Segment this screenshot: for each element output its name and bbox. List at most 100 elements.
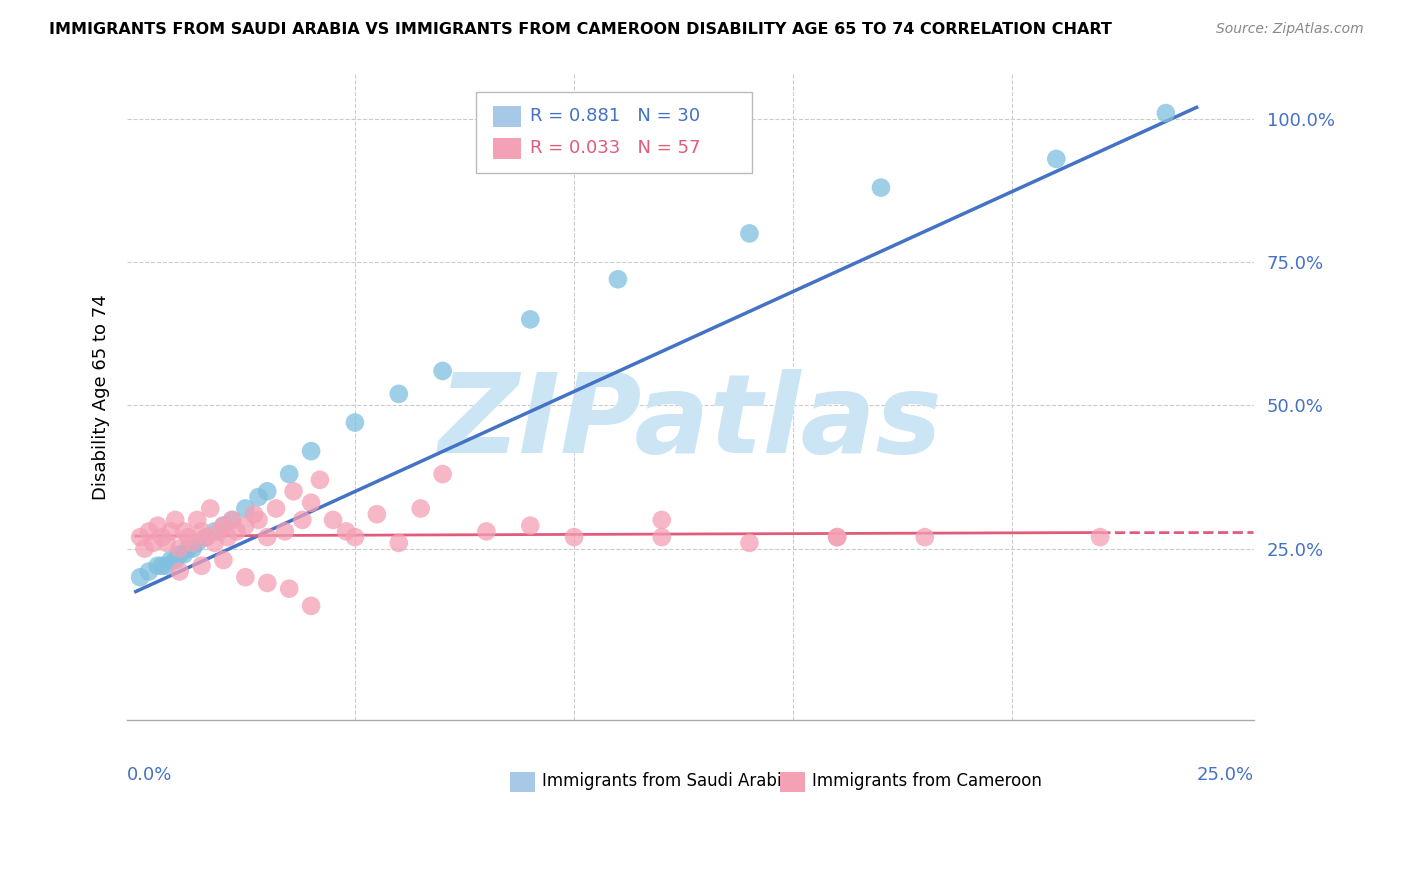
Point [738,536,761,550]
Point [146,558,169,573]
Point [208,524,231,539]
Point [194,530,217,544]
Point [155,536,177,550]
Text: R = 0.033   N = 57: R = 0.033 N = 57 [530,139,700,157]
Point [225,524,247,539]
Point [155,558,177,573]
Point [177,541,200,556]
Point [129,530,152,544]
Point [299,496,322,510]
Point [256,576,278,591]
Point [150,530,173,544]
Point [186,513,208,527]
Point [278,467,301,481]
Point [322,513,344,527]
Point [519,312,541,326]
Point [914,530,936,544]
Point [432,364,454,378]
Point [432,467,454,481]
Point [274,524,297,539]
Point [190,558,212,573]
Point [247,490,270,504]
Point [825,530,848,544]
FancyBboxPatch shape [510,772,534,792]
Text: Immigrants from Cameroon: Immigrants from Cameroon [811,772,1042,789]
Point [169,547,191,561]
Point [1088,530,1111,544]
Point [235,501,257,516]
FancyBboxPatch shape [780,772,806,792]
Point [388,387,411,401]
Point [309,473,332,487]
Point [212,518,235,533]
Point [299,599,322,613]
Point [181,541,204,556]
Point [212,518,235,533]
Point [150,558,173,573]
Point [173,524,195,539]
FancyBboxPatch shape [494,138,522,159]
Point [291,513,314,527]
Point [221,513,243,527]
Point [190,524,212,539]
Point [181,536,204,550]
Point [870,180,893,194]
Point [177,530,200,544]
Point [475,524,498,539]
Point [264,501,287,516]
Point [299,444,322,458]
Point [1154,106,1177,120]
Point [138,524,160,539]
Point [519,518,541,533]
Point [651,530,673,544]
FancyBboxPatch shape [477,93,752,173]
Point [212,553,235,567]
Point [1045,152,1067,166]
FancyBboxPatch shape [494,106,522,127]
Point [247,513,270,527]
Point [173,547,195,561]
Point [278,582,301,596]
Point [165,553,187,567]
Point [825,530,848,544]
Point [160,553,183,567]
Point [186,536,208,550]
Point [256,530,278,544]
Text: Source: ZipAtlas.com: Source: ZipAtlas.com [1216,22,1364,37]
Point [343,416,366,430]
Text: 25.0%: 25.0% [1197,766,1254,784]
Point [388,536,411,550]
Point [194,530,217,544]
Point [129,570,152,584]
Point [738,227,761,241]
Point [142,536,165,550]
Text: IMMIGRANTS FROM SAUDI ARABIA VS IMMIGRANTS FROM CAMEROON DISABILITY AGE 65 TO 74: IMMIGRANTS FROM SAUDI ARABIA VS IMMIGRAN… [49,22,1112,37]
Point [204,536,226,550]
Point [169,541,191,556]
Point [243,507,266,521]
Point [366,507,388,521]
Text: R = 0.881   N = 30: R = 0.881 N = 30 [530,107,700,125]
Point [200,501,222,516]
Point [235,518,257,533]
Point [221,513,243,527]
Text: Immigrants from Saudi Arabia: Immigrants from Saudi Arabia [541,772,792,789]
Point [607,272,630,286]
Point [204,524,226,539]
Point [160,524,183,539]
Point [165,513,187,527]
Y-axis label: Disability Age 65 to 74: Disability Age 65 to 74 [93,293,110,500]
Point [562,530,585,544]
Point [235,570,257,584]
Point [343,530,366,544]
Text: ZIPatlas: ZIPatlas [439,369,942,476]
Point [256,484,278,499]
Point [283,484,305,499]
Point [146,518,169,533]
Point [651,513,673,527]
Point [409,501,432,516]
Point [335,524,357,539]
Point [134,541,156,556]
Point [169,565,191,579]
Point [138,565,160,579]
